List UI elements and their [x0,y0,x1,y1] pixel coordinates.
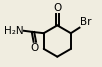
Text: Br: Br [80,17,91,27]
Text: O: O [53,3,61,13]
Text: O: O [31,43,39,53]
Text: H₂N: H₂N [4,26,23,36]
